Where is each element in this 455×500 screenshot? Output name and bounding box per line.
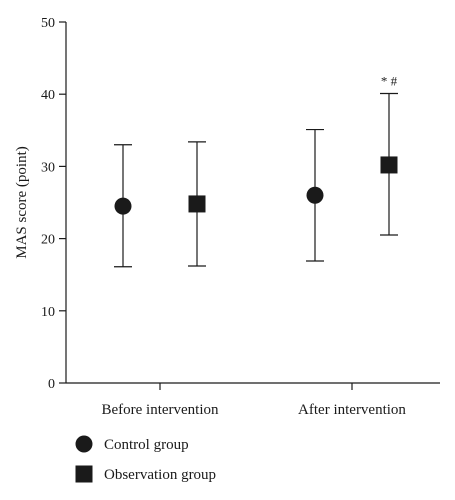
- data-point: [114, 197, 132, 215]
- y-tick-label: 30: [41, 160, 55, 175]
- data-point: [188, 195, 206, 213]
- x-tick-label: Before intervention: [101, 402, 219, 418]
- x-tick-label: After intervention: [298, 402, 406, 418]
- legend-label: Observation group: [104, 467, 216, 483]
- data-marks: [114, 92, 398, 268]
- legend: Control group Observation group: [75, 435, 216, 483]
- y-tick-label: 10: [41, 305, 55, 320]
- y-tick-label: 0: [48, 377, 55, 392]
- data-point: [306, 186, 324, 204]
- series-observation-group: [188, 92, 398, 267]
- y-tick-label: 50: [41, 16, 55, 31]
- y-axis-title: MAS score (point): [14, 146, 30, 259]
- legend-marker-circle: [75, 435, 93, 453]
- series-control-group: [114, 128, 324, 268]
- labels: 0 10 20 30 40 50 Before intervention After inte…: [14, 16, 406, 418]
- significance-annotation: * #: [381, 73, 398, 88]
- y-tick-label: 20: [41, 233, 55, 248]
- legend-marker-square: [75, 465, 93, 483]
- axes: [59, 21, 440, 390]
- legend-label: Control group: [104, 437, 189, 453]
- y-tick-label: 40: [41, 88, 55, 103]
- data-point: [380, 156, 398, 174]
